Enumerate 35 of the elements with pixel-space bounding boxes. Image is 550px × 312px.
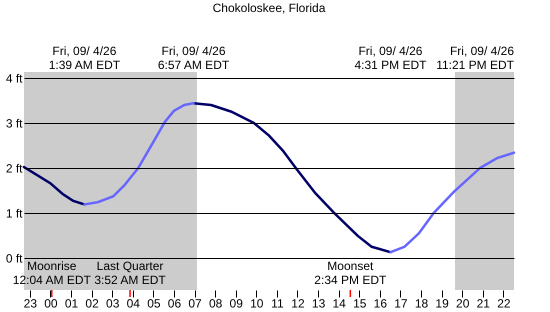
- x-tick-label: 20: [456, 296, 470, 310]
- x-tick-label: 03: [106, 296, 120, 310]
- text: Fri, 09/ 4/26 4:31 PM EDT: [354, 44, 428, 72]
- y-tick-label: 1 ft: [6, 206, 24, 220]
- x-tick-label: 22: [497, 296, 511, 310]
- x-tick-label: 02: [85, 296, 100, 310]
- x-tick-label: 14: [332, 296, 346, 310]
- text: Fri, 09/ 4/26 1:39 AM EDT: [48, 44, 121, 72]
- x-tick-label: 23: [24, 296, 38, 310]
- x-tick-label: 07: [188, 296, 202, 310]
- x-tick-label: 18: [414, 296, 429, 310]
- x-tick-label: 04: [126, 296, 140, 310]
- y-tick-label: 2 ft: [6, 162, 24, 176]
- x-tick-label: 01: [64, 296, 79, 310]
- x-tick-label: 15: [353, 296, 367, 310]
- x-tick-label: 06: [168, 296, 182, 310]
- x-tick-label: 21: [476, 296, 490, 310]
- x-tick-label: 16: [374, 296, 388, 310]
- y-tick-label: 3 ft: [6, 116, 24, 130]
- text: Fri, 09/ 4/26 6:57 AM EDT: [158, 44, 230, 72]
- x-tick-label: 09: [230, 296, 244, 310]
- x-tick-label: 13: [312, 296, 326, 310]
- x-tick-label: 00: [44, 296, 58, 310]
- x-tick-label: 05: [147, 296, 161, 310]
- x-tick-label: 11: [271, 296, 284, 310]
- x-tick-label: 17: [394, 296, 408, 310]
- ref-line-label: Last Quarter 3:52 AM EDT: [94, 259, 166, 287]
- x-tick-label: 19: [435, 296, 450, 310]
- x-tick-label: 12: [291, 296, 305, 310]
- x-tick-label: 10: [250, 296, 264, 310]
- x-tick-label: 08: [208, 296, 223, 310]
- y-tick-label: 4 ft: [6, 72, 24, 86]
- ref-line-label: Moonset 2:34 PM EDT: [314, 259, 387, 287]
- text: Fri, 09/ 4/26 11:21 PM EDT: [436, 44, 515, 72]
- chart-title: Chokoloskee, Florida: [212, 1, 326, 15]
